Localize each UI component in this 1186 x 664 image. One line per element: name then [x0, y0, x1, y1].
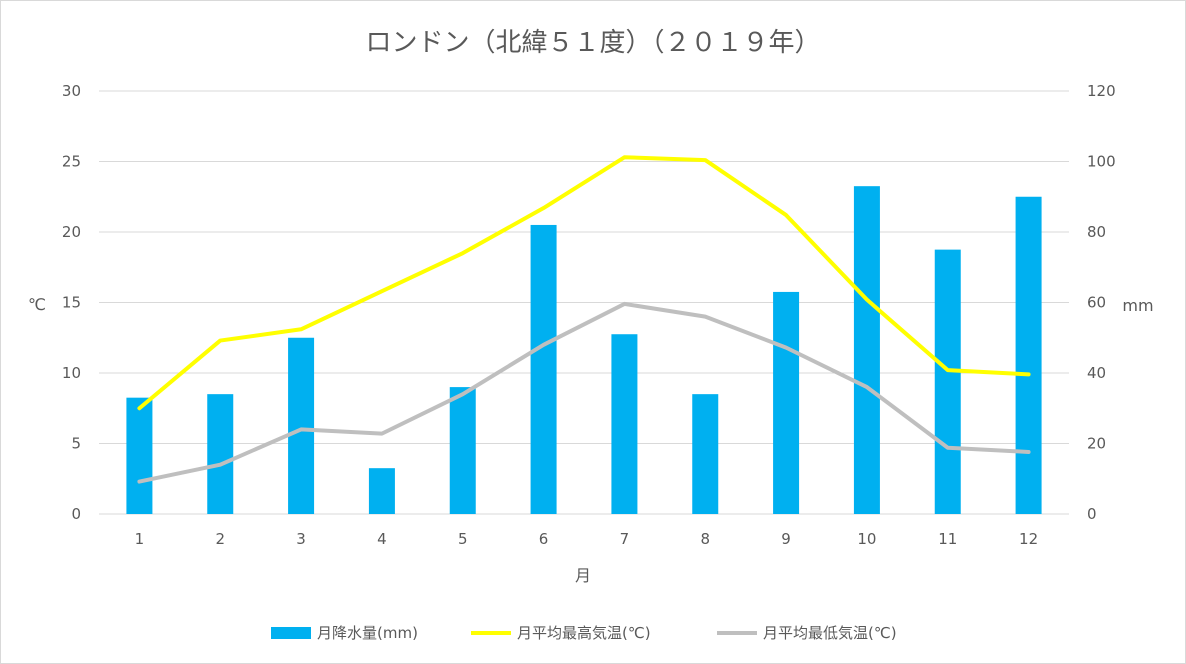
legend-label: 月降水量(mm) [317, 624, 418, 642]
x-tick-label: 4 [377, 530, 387, 548]
legend-label: 月平均最高気温(℃) [517, 624, 651, 642]
precipitation-bar [368, 468, 395, 514]
y-right-tick-label: 80 [1087, 223, 1106, 241]
y-left-tick-label: 10 [62, 364, 81, 382]
x-tick-label: 7 [620, 530, 630, 548]
precipitation-bar [207, 394, 234, 514]
legend: 月降水量(mm) 月平均最高気温(℃) 月平均最低気温(℃) [271, 624, 897, 642]
legend-label: 月平均最低気温(℃) [763, 624, 897, 642]
x-tick-label: 5 [458, 530, 468, 548]
precipitation-bar [853, 186, 880, 515]
right-axis-ticks: 0 20 40 60 80 100 120 [1087, 82, 1116, 523]
y-left-tick-label: 5 [71, 435, 81, 453]
x-tick-label: 9 [781, 530, 791, 548]
x-tick-label: 12 [1019, 530, 1038, 548]
y-left-axis-label: ℃ [28, 295, 46, 314]
y-right-tick-label: 20 [1087, 435, 1106, 453]
precipitation-bar [692, 394, 719, 514]
x-tick-label: 3 [296, 530, 306, 548]
y-right-tick-label: 0 [1087, 505, 1097, 523]
y-left-tick-label: 20 [62, 223, 81, 241]
x-tick-label: 11 [938, 530, 957, 548]
y-right-tick-label: 100 [1087, 153, 1116, 171]
gridlines [99, 90, 1069, 515]
precipitation-bar [449, 387, 476, 514]
series-line [137, 301, 1031, 484]
precipitation-bar [1015, 196, 1042, 514]
y-right-axis-label: mm [1122, 296, 1153, 315]
precipitation-bar [934, 249, 961, 514]
x-axis-ticks: 1 2 3 4 5 6 7 8 9 10 11 12 [135, 530, 1038, 548]
precipitation-bar [773, 291, 800, 514]
legend-swatch [271, 627, 311, 639]
y-left-tick-label: 25 [62, 153, 81, 171]
y-right-tick-label: 120 [1087, 82, 1116, 100]
precipitation-bar [530, 224, 557, 514]
y-right-tick-label: 60 [1087, 294, 1106, 312]
y-left-tick-label: 0 [71, 505, 81, 523]
y-right-tick-label: 40 [1087, 364, 1106, 382]
precipitation-bar [611, 334, 638, 514]
x-tick-label: 10 [857, 530, 876, 548]
x-axis-label: 月 [575, 566, 591, 585]
x-tick-label: 6 [539, 530, 549, 548]
precipitation-bars [126, 186, 1042, 515]
precipitation-bar [288, 337, 315, 514]
series-line [137, 155, 1031, 411]
temperature-lines [137, 155, 1031, 484]
x-tick-label: 8 [700, 530, 710, 548]
precipitation-bar [126, 397, 153, 514]
x-tick-label: 1 [135, 530, 145, 548]
x-tick-label: 2 [215, 530, 225, 548]
y-left-tick-label: 15 [62, 294, 81, 312]
y-left-tick-label: 30 [62, 82, 81, 100]
chart-title: ロンドン（北緯５１度）（２０１９年） [365, 28, 820, 58]
left-axis-ticks: 0 5 10 15 20 25 30 [62, 82, 81, 523]
